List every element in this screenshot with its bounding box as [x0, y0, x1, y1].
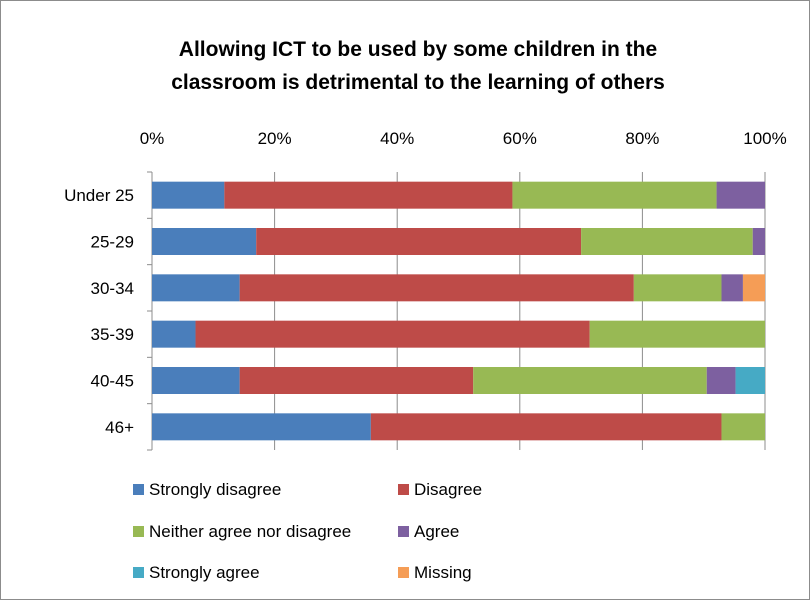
category-label: 40-45 — [91, 372, 134, 391]
bar-segment — [195, 320, 590, 348]
chart-title-line-1: Allowing ICT to be used by some children… — [179, 38, 657, 61]
bar-segment — [239, 367, 474, 394]
legend-swatch — [133, 567, 144, 578]
category-label: Under 25 — [64, 186, 134, 205]
x-tick-label: 0% — [140, 129, 165, 148]
x-tick-label: 80% — [625, 129, 659, 148]
legend-label: Strongly disagree — [149, 480, 281, 499]
bar-segment — [473, 367, 707, 394]
bars — [152, 181, 765, 441]
bar-segment — [752, 228, 765, 255]
bar-segment — [735, 367, 765, 394]
legend-swatch — [133, 484, 144, 495]
x-tick-label: 20% — [258, 129, 292, 148]
y-axis-categories: Under 25 25-29 30-34 35-39 40-45 46+ — [64, 186, 134, 437]
bar-segment — [256, 228, 582, 255]
legend-swatch — [398, 526, 409, 537]
legend-swatch — [133, 526, 144, 537]
bar-segment — [152, 367, 240, 394]
category-label: 35-39 — [91, 325, 134, 344]
legend-label: Neither agree nor disagree — [149, 522, 351, 541]
chart-title-line-2: classroom is detrimental to the learning… — [171, 71, 665, 94]
bar-segment — [152, 228, 257, 255]
legend-label: Disagree — [414, 480, 482, 499]
legend-label: Strongly agree — [149, 563, 260, 582]
category-label: 46+ — [105, 418, 134, 437]
bar-segment — [706, 367, 736, 394]
bar-segment — [370, 413, 722, 441]
x-axis-ticks: 0% 20% 40% 60% 80% 100% — [140, 129, 787, 148]
x-tick-label: 60% — [503, 129, 537, 148]
bar-segment — [581, 228, 753, 255]
category-label: 30-34 — [91, 279, 134, 298]
category-label: 25-29 — [91, 233, 134, 252]
bar-segment — [152, 320, 196, 348]
bar-segment — [224, 181, 513, 209]
legend-label: Missing — [414, 563, 472, 582]
bar-segment — [716, 181, 765, 209]
legend-swatch — [398, 567, 409, 578]
x-tick-label: 40% — [380, 129, 414, 148]
bar-segment — [152, 413, 371, 441]
bar-segment — [721, 274, 743, 302]
bar-segment — [589, 320, 765, 348]
bar-segment — [239, 274, 634, 302]
legend-swatch — [398, 484, 409, 495]
bar-segment — [152, 274, 240, 302]
legend-label: Agree — [414, 522, 459, 541]
bar-segment — [152, 181, 225, 209]
bar-segment — [512, 181, 717, 209]
bar-segment — [742, 274, 765, 302]
legend: Strongly disagree Disagree Neither agree n… — [133, 480, 482, 582]
gridlines — [147, 171, 766, 451]
bar-segment — [721, 413, 765, 441]
bar-segment — [633, 274, 722, 302]
x-tick-label: 100% — [743, 129, 786, 148]
